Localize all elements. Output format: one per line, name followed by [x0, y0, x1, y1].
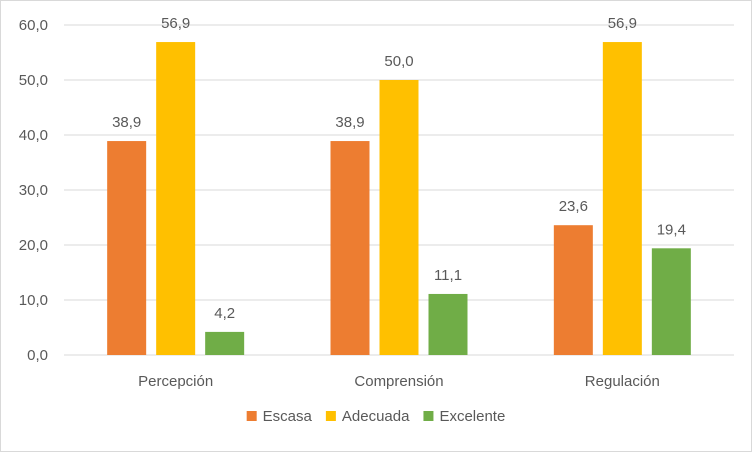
- bar-adecuada-1: [379, 80, 419, 355]
- bar-excelente-2: [651, 248, 691, 355]
- bar-escasa-0: [107, 141, 147, 355]
- legend-label-excelente: Excelente: [439, 408, 505, 425]
- bar-adecuada-0: [156, 42, 196, 356]
- y-tick-label: 30,0: [19, 182, 48, 199]
- data-label: 56,9: [161, 15, 190, 32]
- x-axis: Percepción Comprensión Regulación: [138, 373, 660, 390]
- bar-escasa-2: [553, 225, 593, 355]
- bar-excelente-0: [205, 331, 245, 355]
- data-labels: 38,9 56,9 4,2 38,9 50,0 11,1 23,6 56,9 19,4: [112, 15, 686, 322]
- data-label: 38,9: [112, 114, 141, 131]
- legend-swatch-excelente: [423, 411, 434, 421]
- y-tick-label: 50,0: [19, 72, 48, 89]
- legend-swatch-adecuada: [325, 411, 336, 421]
- legend-swatch-escasa: [246, 411, 257, 421]
- data-label: 38,9: [335, 114, 364, 131]
- bar-adecuada-2: [602, 42, 642, 356]
- data-label: 11,1: [434, 267, 462, 284]
- legend-label-escasa: Escasa: [263, 408, 313, 425]
- data-label: 56,9: [608, 15, 637, 32]
- bar-excelente-1: [428, 293, 468, 355]
- data-label: 23,6: [559, 198, 588, 215]
- y-tick-label: 60,0: [19, 17, 48, 34]
- legend-label-adecuada: Adecuada: [342, 408, 410, 425]
- y-tick-label: 20,0: [19, 237, 48, 254]
- legend: Escasa Adecuada Excelente: [246, 408, 505, 425]
- data-label: 4,2: [214, 305, 235, 322]
- y-axis: 0,0 10,0 20,0 30,0 40,0 50,0 60,0: [19, 17, 48, 364]
- bar-escasa-1: [330, 141, 370, 355]
- y-tick-label: 10,0: [19, 292, 48, 309]
- bars: [107, 42, 691, 356]
- x-tick-label: Percepción: [138, 373, 213, 390]
- y-tick-label: 0,0: [27, 347, 48, 364]
- data-label: 50,0: [384, 53, 413, 70]
- y-tick-label: 40,0: [19, 127, 48, 144]
- data-label: 19,4: [657, 221, 686, 238]
- x-tick-label: Comprensión: [354, 373, 443, 390]
- x-tick-label: Regulación: [585, 373, 660, 390]
